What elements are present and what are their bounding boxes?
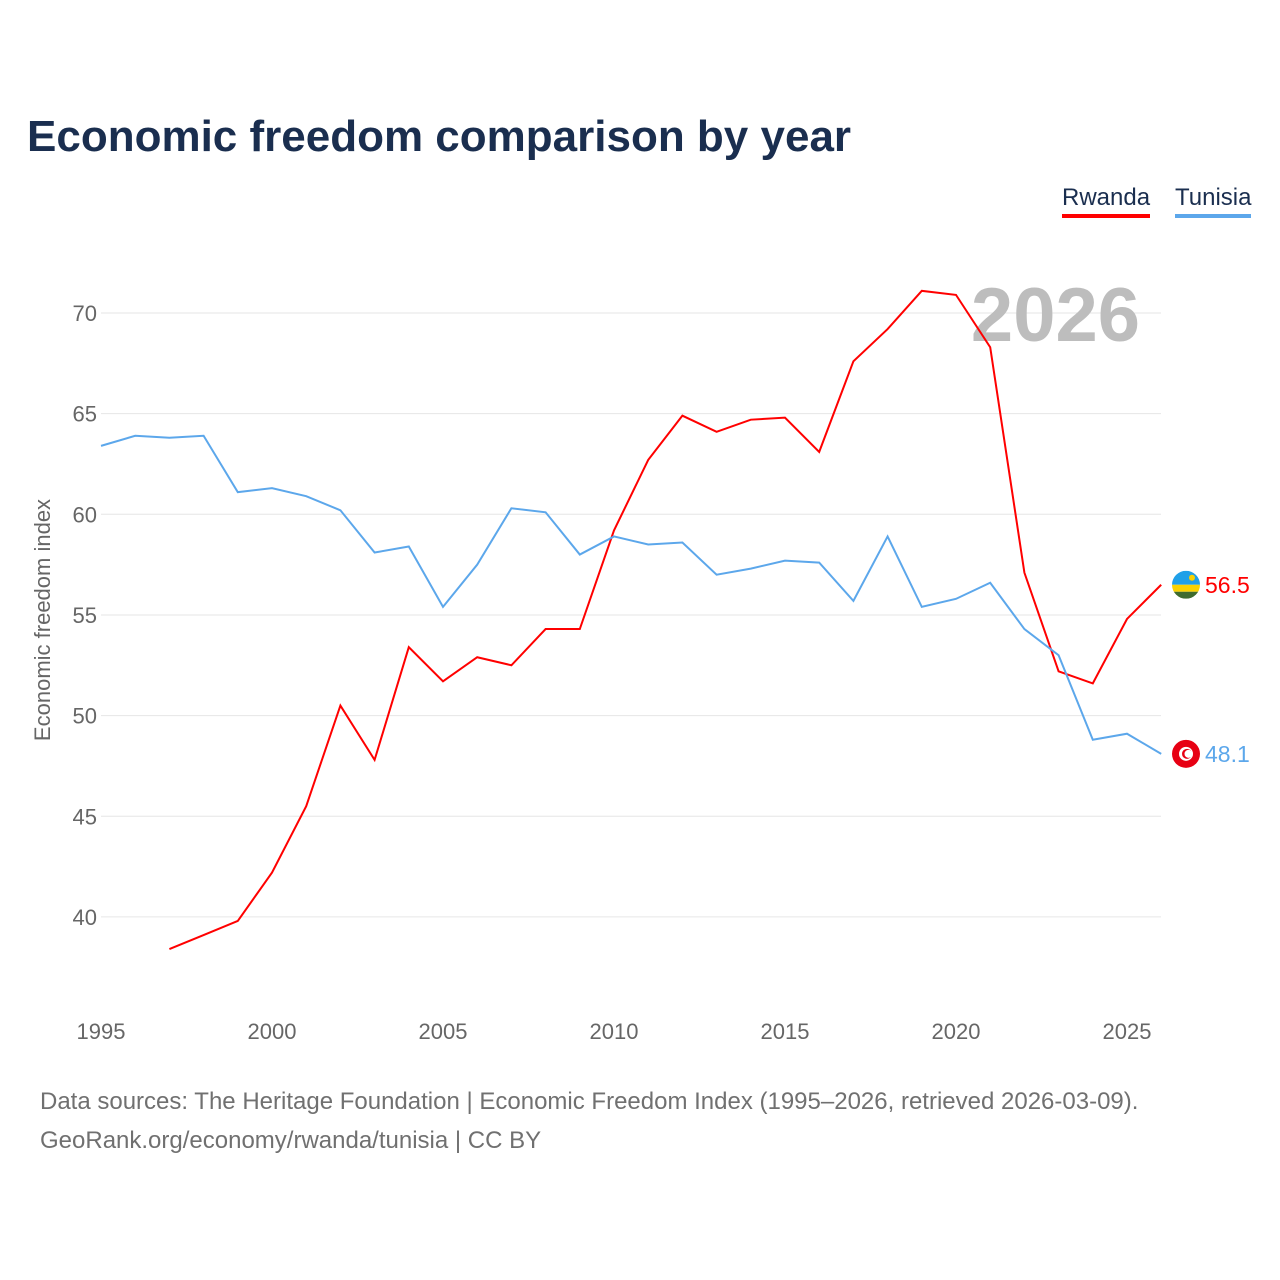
x-tick-label: 2015 xyxy=(761,1019,810,1044)
x-tick-label: 1995 xyxy=(77,1019,126,1044)
legend-tunisia[interactable]: Tunisia xyxy=(1175,184,1252,218)
y-tick-label: 60 xyxy=(73,502,97,527)
x-tick-label: 2005 xyxy=(419,1019,468,1044)
series-line-rwanda xyxy=(169,289,1162,951)
y-tick-label: 40 xyxy=(73,905,97,930)
y-tick-label: 45 xyxy=(73,804,97,829)
y-axis-label: Economic freedom index xyxy=(30,499,55,741)
chart-title: Economic freedom comparison by year xyxy=(27,112,852,161)
year-watermark: 2026 xyxy=(971,273,1140,358)
y-tick-label: 70 xyxy=(73,301,97,326)
footer-sources: Data sources: The Heritage Foundation | … xyxy=(40,1088,1139,1115)
y-tick-label: 50 xyxy=(73,704,97,729)
y-tick-label: 65 xyxy=(73,402,97,427)
legend-rwanda[interactable]: Rwanda xyxy=(1062,184,1151,218)
rwanda-flag-icon xyxy=(1172,570,1200,599)
tunisia-flag-icon xyxy=(1172,739,1200,768)
x-tick-label: 2020 xyxy=(932,1019,981,1044)
y-tick-label: 55 xyxy=(73,603,97,628)
x-tick-label: 2000 xyxy=(248,1019,297,1044)
end-value-label: 48.1 xyxy=(1205,741,1250,767)
x-tick-label: 2010 xyxy=(590,1019,639,1044)
end-value-label: 56.5 xyxy=(1205,572,1250,598)
series-line-tunisia xyxy=(100,434,1162,755)
footer-credit[interactable]: GeoRank.org/economy/rwanda/tunisia | CC … xyxy=(40,1127,542,1154)
x-tick-label: 2025 xyxy=(1103,1019,1152,1044)
